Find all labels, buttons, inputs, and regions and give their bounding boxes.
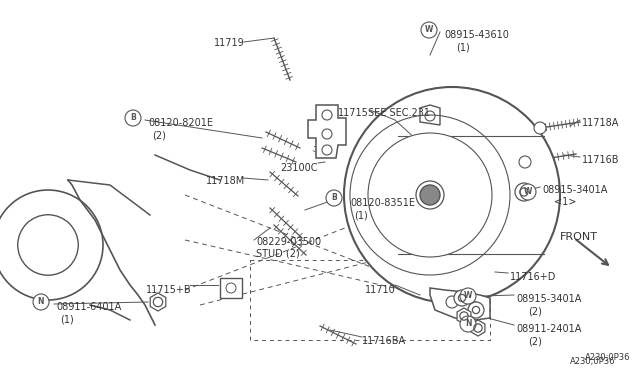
Text: W: W bbox=[425, 26, 433, 35]
Text: 11715+B: 11715+B bbox=[147, 285, 192, 295]
Text: 08915-3401A: 08915-3401A bbox=[542, 185, 607, 195]
Text: 11716B: 11716B bbox=[582, 155, 620, 165]
Circle shape bbox=[125, 110, 141, 126]
Text: 11716+D: 11716+D bbox=[510, 272, 556, 282]
Text: (1): (1) bbox=[354, 210, 368, 220]
Circle shape bbox=[414, 179, 446, 211]
Text: 08120-8201E: 08120-8201E bbox=[148, 118, 213, 128]
Text: STUD (2): STUD (2) bbox=[256, 249, 300, 259]
Circle shape bbox=[460, 288, 476, 304]
Circle shape bbox=[421, 22, 437, 38]
Circle shape bbox=[515, 183, 533, 201]
Text: 11718A: 11718A bbox=[582, 118, 620, 128]
Polygon shape bbox=[308, 105, 346, 158]
Text: W: W bbox=[464, 292, 472, 301]
Circle shape bbox=[520, 184, 536, 200]
Text: A230;0P36: A230;0P36 bbox=[584, 353, 630, 362]
Circle shape bbox=[326, 190, 342, 206]
Polygon shape bbox=[430, 288, 490, 320]
Text: B: B bbox=[331, 193, 337, 202]
Text: A230;0P36: A230;0P36 bbox=[570, 357, 616, 366]
Text: (2): (2) bbox=[152, 130, 166, 140]
Text: (2): (2) bbox=[528, 306, 542, 316]
Text: SEE SEC.231: SEE SEC.231 bbox=[368, 108, 430, 118]
Circle shape bbox=[534, 122, 546, 134]
Circle shape bbox=[468, 302, 484, 318]
Circle shape bbox=[420, 185, 440, 205]
Text: B: B bbox=[130, 113, 136, 122]
Circle shape bbox=[519, 156, 531, 168]
Text: 11715: 11715 bbox=[338, 108, 369, 118]
Circle shape bbox=[382, 147, 478, 243]
Circle shape bbox=[454, 290, 470, 306]
Circle shape bbox=[368, 133, 492, 257]
Polygon shape bbox=[471, 320, 485, 336]
Text: (1): (1) bbox=[456, 42, 470, 52]
Circle shape bbox=[0, 190, 103, 300]
Text: 08229-03500: 08229-03500 bbox=[256, 237, 321, 247]
Text: 11719: 11719 bbox=[214, 38, 245, 48]
Circle shape bbox=[394, 159, 466, 231]
Text: 11718M: 11718M bbox=[205, 176, 245, 186]
Polygon shape bbox=[420, 105, 440, 125]
Circle shape bbox=[344, 87, 560, 303]
Circle shape bbox=[33, 294, 49, 310]
Polygon shape bbox=[150, 293, 166, 311]
Polygon shape bbox=[457, 308, 471, 324]
FancyBboxPatch shape bbox=[220, 278, 242, 298]
Text: 08120-8351E: 08120-8351E bbox=[350, 198, 415, 208]
Text: W: W bbox=[524, 187, 532, 196]
Circle shape bbox=[404, 169, 456, 221]
Text: <1>: <1> bbox=[554, 197, 577, 207]
Circle shape bbox=[460, 316, 476, 332]
Text: 11716BA: 11716BA bbox=[362, 336, 406, 346]
Text: 08915-43610: 08915-43610 bbox=[444, 30, 509, 40]
Text: (1): (1) bbox=[60, 314, 74, 324]
Text: 08911-2401A: 08911-2401A bbox=[516, 324, 581, 334]
Text: N: N bbox=[465, 320, 471, 328]
Text: 23100C: 23100C bbox=[280, 163, 318, 173]
Text: 11710: 11710 bbox=[365, 285, 396, 295]
Text: FRONT: FRONT bbox=[560, 232, 598, 242]
Text: (2): (2) bbox=[528, 336, 542, 346]
Text: N: N bbox=[38, 298, 44, 307]
Text: 08915-3401A: 08915-3401A bbox=[516, 294, 581, 304]
Text: 08911-6401A: 08911-6401A bbox=[56, 302, 121, 312]
